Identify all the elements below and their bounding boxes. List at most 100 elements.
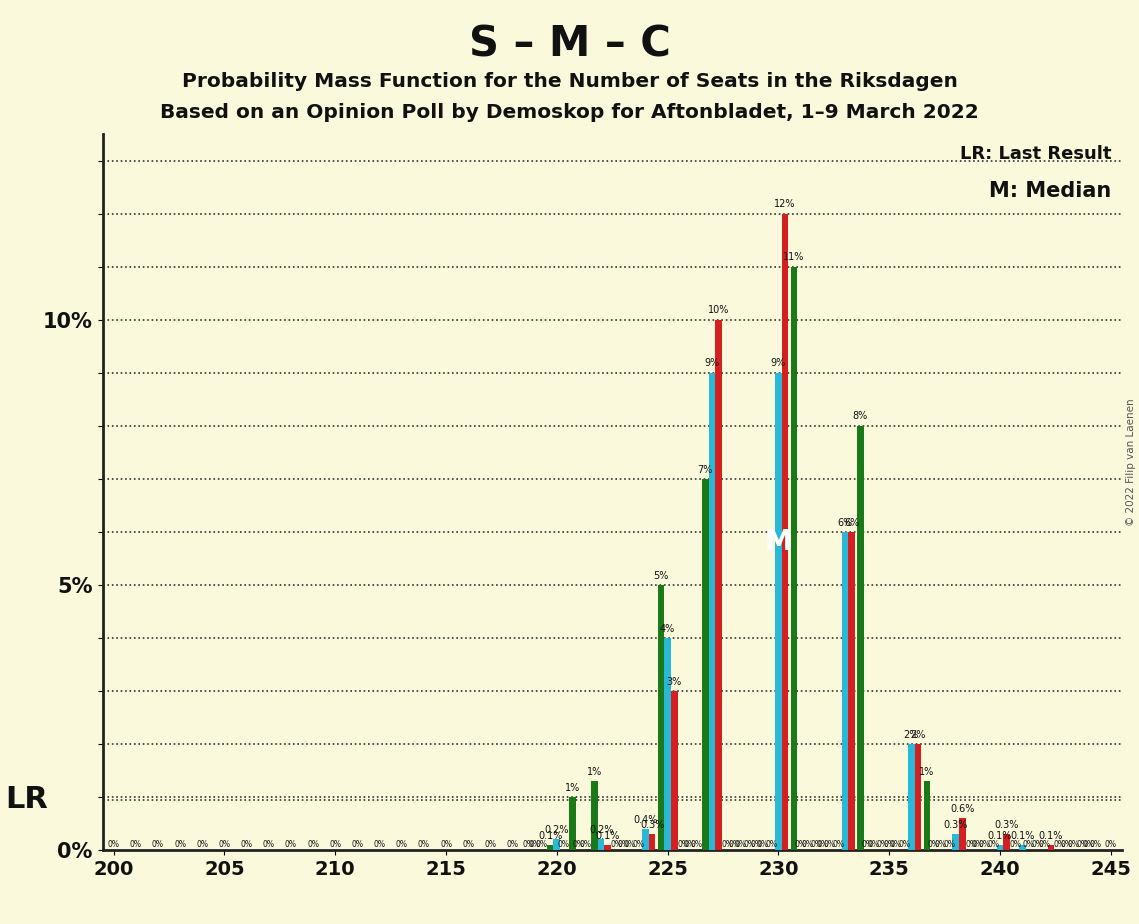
Bar [649, 834, 655, 850]
Text: 0%: 0% [683, 840, 696, 849]
Text: 0%: 0% [580, 840, 591, 849]
Bar [959, 819, 966, 850]
Text: 0%: 0% [965, 840, 977, 849]
Text: Based on an Opinion Poll by Demoskop for Aftonbladet, 1–9 March 2022: Based on an Opinion Poll by Demoskop for… [161, 103, 978, 123]
Text: 6%: 6% [837, 517, 852, 528]
Bar [664, 638, 671, 850]
Bar [1003, 834, 1010, 850]
Bar [570, 797, 575, 850]
Text: 0%: 0% [440, 840, 452, 849]
Text: 0%: 0% [1023, 840, 1035, 849]
Text: 0%: 0% [757, 840, 769, 849]
Text: 0%: 0% [611, 840, 623, 849]
Bar [591, 781, 598, 850]
Text: 9%: 9% [704, 359, 720, 369]
Text: 0%: 0% [1054, 840, 1066, 849]
Text: 0.4%: 0.4% [633, 815, 657, 824]
Text: 0.6%: 0.6% [950, 804, 975, 814]
Bar [997, 845, 1003, 850]
Text: 0%: 0% [751, 840, 762, 849]
Text: 0%: 0% [728, 840, 740, 849]
Text: 0.1%: 0.1% [1039, 831, 1063, 841]
Text: 0%: 0% [1083, 840, 1095, 849]
Bar [598, 840, 605, 850]
Text: 0%: 0% [374, 840, 385, 849]
Text: 0%: 0% [507, 840, 518, 849]
Text: 0%: 0% [617, 840, 629, 849]
Text: © 2022 Filip van Laenen: © 2022 Filip van Laenen [1126, 398, 1136, 526]
Text: 0%: 0% [890, 840, 902, 849]
Text: 5%: 5% [654, 571, 669, 580]
Text: 0%: 0% [721, 840, 734, 849]
Text: 0%: 0% [1076, 840, 1088, 849]
Text: 0%: 0% [735, 840, 747, 849]
Text: 0%: 0% [899, 840, 911, 849]
Text: 0%: 0% [151, 840, 164, 849]
Bar [1019, 845, 1025, 850]
Bar [776, 372, 781, 850]
Text: 0%: 0% [535, 840, 548, 849]
Bar [857, 426, 863, 850]
Text: 0%: 0% [528, 840, 541, 849]
Text: 8%: 8% [853, 411, 868, 421]
Bar [915, 744, 921, 850]
Bar [657, 585, 664, 850]
Text: 0%: 0% [624, 840, 636, 849]
Text: 0.3%: 0.3% [943, 820, 968, 830]
Text: 0%: 0% [174, 840, 186, 849]
Text: 0%: 0% [817, 840, 829, 849]
Text: 3%: 3% [666, 676, 682, 687]
Bar [715, 320, 722, 850]
Bar [702, 479, 708, 850]
Bar [908, 744, 915, 850]
Text: 0%: 0% [1105, 840, 1117, 849]
Text: 0%: 0% [395, 840, 408, 849]
Text: 0%: 0% [1060, 840, 1073, 849]
Text: 0%: 0% [934, 840, 947, 849]
Bar [790, 267, 797, 850]
Text: 0%: 0% [690, 840, 703, 849]
Text: 0%: 0% [1067, 840, 1079, 849]
Text: 7%: 7% [697, 465, 713, 475]
Text: 0%: 0% [868, 840, 879, 849]
Bar [1048, 845, 1055, 850]
Text: M: Median: M: Median [990, 180, 1112, 201]
Text: 0%: 0% [833, 840, 844, 849]
Text: M: M [764, 529, 793, 556]
Text: 0.2%: 0.2% [589, 825, 614, 835]
Text: 0%: 0% [418, 840, 429, 849]
Text: 0%: 0% [677, 840, 689, 849]
Text: 0%: 0% [240, 840, 253, 849]
Text: 0%: 0% [861, 840, 874, 849]
Text: 0.1%: 0.1% [538, 831, 563, 841]
Text: 0%: 0% [927, 840, 940, 849]
Text: 4%: 4% [659, 624, 675, 634]
Text: 12%: 12% [775, 200, 796, 210]
Text: 0%: 0% [1039, 840, 1050, 849]
Text: 0%: 0% [484, 840, 497, 849]
Text: 0%: 0% [765, 840, 778, 849]
Text: 0.2%: 0.2% [544, 825, 570, 835]
Text: 0%: 0% [263, 840, 274, 849]
Text: 1%: 1% [919, 767, 934, 777]
Text: 0%: 0% [744, 840, 755, 849]
Text: 1%: 1% [587, 767, 603, 777]
Text: 1%: 1% [565, 783, 580, 793]
Text: 0%: 0% [130, 840, 141, 849]
Text: 6%: 6% [844, 517, 859, 528]
Text: 0%: 0% [573, 840, 585, 849]
Bar [605, 845, 612, 850]
Text: 0%: 0% [196, 840, 208, 849]
Text: 0%: 0% [877, 840, 888, 849]
Bar [642, 829, 649, 850]
Bar [924, 781, 931, 850]
Text: 9%: 9% [771, 359, 786, 369]
Bar [849, 532, 855, 850]
Bar [671, 691, 678, 850]
Text: 0.3%: 0.3% [640, 820, 664, 830]
Text: 2%: 2% [903, 730, 919, 740]
Text: 0%: 0% [633, 840, 645, 849]
Text: 0%: 0% [351, 840, 363, 849]
Text: 0%: 0% [1032, 840, 1043, 849]
Bar [842, 532, 849, 850]
